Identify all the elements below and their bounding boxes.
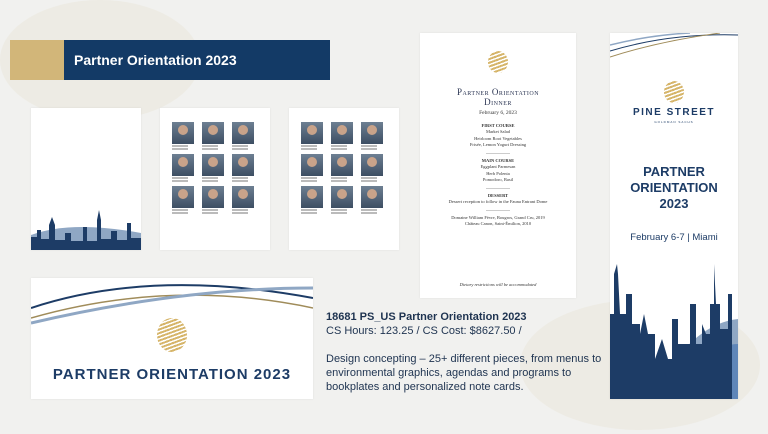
wine-item: Domaine William Fèvre, Bougros, Grand Cr… (451, 214, 545, 220)
logo-icon (664, 81, 684, 103)
course-heading: FIRST COURSE (481, 122, 515, 128)
vertical-banner-mockup: PINE STREET GOLDMAN SACHS PARTNER ORIENT… (610, 33, 738, 399)
menu-item: Eggplant Parmesan (480, 164, 516, 169)
horizontal-banner-mockup: PARTNER ORIENTATION 2023 (31, 278, 313, 399)
partner-photo (301, 186, 323, 214)
partner-photo (202, 154, 224, 182)
project-stats: CS Hours: 123.25 / CS Cost: $8627.50 / (326, 325, 522, 337)
page-title: Partner Orientation 2023 (74, 52, 237, 68)
partner-photo (172, 154, 194, 182)
project-description: 18681 PS_US Partner Orientation 2023 CS … (326, 310, 606, 394)
divider (486, 152, 510, 154)
divider (486, 187, 510, 189)
skyline-illustration (31, 210, 141, 250)
gold-accent-block (10, 40, 64, 80)
wave-lines (31, 284, 313, 325)
brand-name: PINE STREET (632, 107, 716, 118)
divider (486, 209, 510, 211)
project-name: 18681 PS_US Partner Orientation 2023 (326, 311, 527, 323)
partner-photo (202, 186, 224, 214)
title-banner: Partner Orientation 2023 (10, 40, 330, 80)
partner-photo (172, 186, 194, 214)
partner-photo (301, 122, 323, 150)
partner-photo (232, 186, 254, 214)
partner-photo (331, 122, 353, 150)
project-body: Design concepting – 25+ different pieces… (326, 353, 602, 393)
menu-item: Heirloom Root Vegetables (474, 135, 522, 141)
partner-photo (232, 154, 254, 182)
partner-photo (361, 122, 383, 150)
vertical-banner-title: PARTNER ORIENTATION 2023 (630, 164, 718, 211)
partner-photo (331, 154, 353, 182)
dinner-menu-mockup: Partner Orientation Dinner February 6, 20… (420, 33, 576, 298)
wine-item: Château Canon, Saint-Émilion, 2010 (464, 221, 532, 226)
course-heading: DESSERT (487, 192, 509, 198)
logo-icon (157, 318, 187, 352)
partner-photo (361, 186, 383, 214)
menu-item: Herb Polenta (486, 170, 510, 176)
event-details: February 6-7 | Miami (630, 232, 718, 243)
partner-photo (172, 122, 194, 150)
partner-directory-page-1 (160, 108, 270, 250)
course-heading: MAIN COURSE (481, 157, 515, 163)
sub-brand: GOLDMAN SACHS (654, 120, 694, 124)
menu-item: Dessert reception to follow in the Fauna… (448, 199, 548, 204)
partner-photo (331, 186, 353, 214)
menu-footer: Dietary restrictions will be accommodate… (459, 281, 537, 287)
wave-lines (610, 33, 738, 58)
logo-icon (488, 51, 508, 73)
menu-item: Market Salad (485, 129, 511, 134)
skyline-illustration (610, 264, 738, 399)
menu-item: Pomodoro, Basil (482, 177, 514, 182)
menu-date: February 6, 2023 (479, 110, 517, 116)
partner-directory-page-2 (289, 108, 399, 250)
banner-title: PARTNER ORIENTATION 2023 (52, 366, 292, 383)
menu-title: Partner Orientation Dinner (456, 87, 540, 107)
cover-page-mockup (31, 108, 141, 250)
partner-photo (361, 154, 383, 182)
partner-photo (301, 154, 323, 182)
partner-photo (202, 122, 224, 150)
partner-photo (232, 122, 254, 150)
menu-item: Frisée, Lemon Yogurt Dressing (469, 142, 527, 147)
